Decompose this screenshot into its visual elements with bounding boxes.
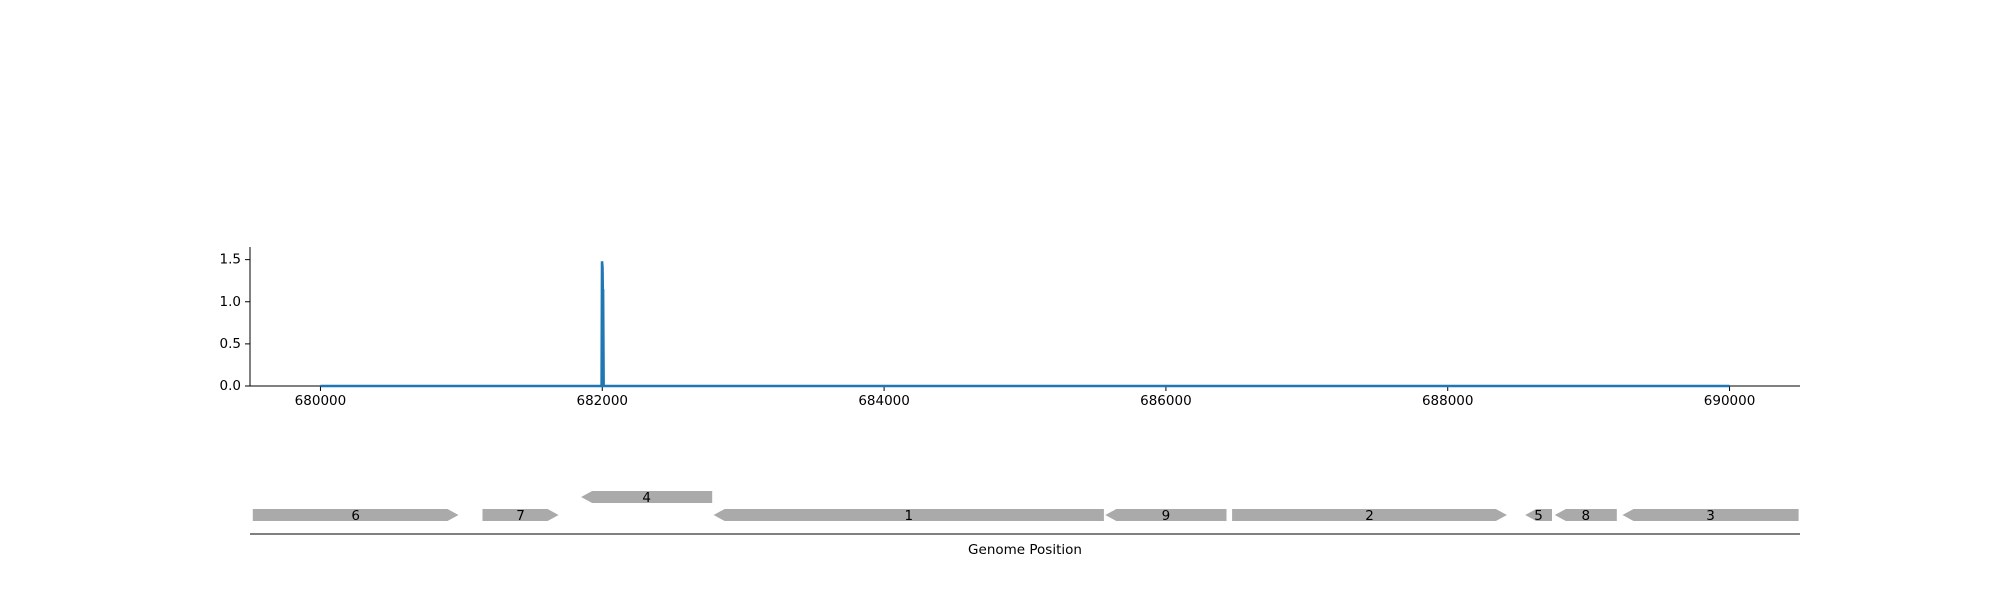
y-ticks: 0.0 0.5 1.0 1.5 [220,252,250,394]
gene-label: 2 [1365,508,1374,524]
gene-label: 1 [905,508,914,524]
coverage-plot: 0.0 0.5 1.0 1.5 680000 682000 684000 686000 688… [220,247,1800,409]
gene-arrow [252,509,459,521]
gene-arrow [1622,509,1799,521]
gene-arrow [482,509,559,521]
gene-arrow [1525,509,1552,521]
x-tick-label: 690000 [1704,393,1756,409]
gene-arrow [1105,509,1227,521]
x-tick-label: 686000 [1140,393,1192,409]
x-tick-label: 684000 [858,393,910,409]
gene-arrow [713,509,1104,521]
y-tick-label: 1.5 [220,252,241,268]
coverage-series-line [320,261,1730,388]
genes: 6 7 4 1 9 2 5 8 3 [252,490,1799,524]
gene-label: 6 [351,508,360,524]
x-tick-label: 682000 [576,393,628,409]
gene-arrow [1554,509,1617,521]
gene-label: 8 [1582,508,1591,524]
gene-track-xlabel: Genome Position [968,542,1082,558]
gene-label: 4 [642,490,651,506]
gene-label: 7 [516,508,525,524]
gene-arrow [1232,509,1507,521]
gene-label: 9 [1162,508,1171,524]
gene-label: 5 [1534,508,1543,524]
gene-arrow [581,491,713,503]
y-tick-label: 0.5 [220,336,241,352]
x-ticks: 680000 682000 684000 686000 688000 690000 [295,386,1756,409]
y-tick-label: 0.0 [220,378,241,394]
x-tick-label: 680000 [295,393,347,409]
x-tick-label: 688000 [1422,393,1474,409]
y-tick-label: 1.0 [220,294,241,310]
gene-label: 3 [1706,508,1715,524]
gene-track: 6 7 4 1 9 2 5 8 3 Genome Position [250,490,1800,558]
